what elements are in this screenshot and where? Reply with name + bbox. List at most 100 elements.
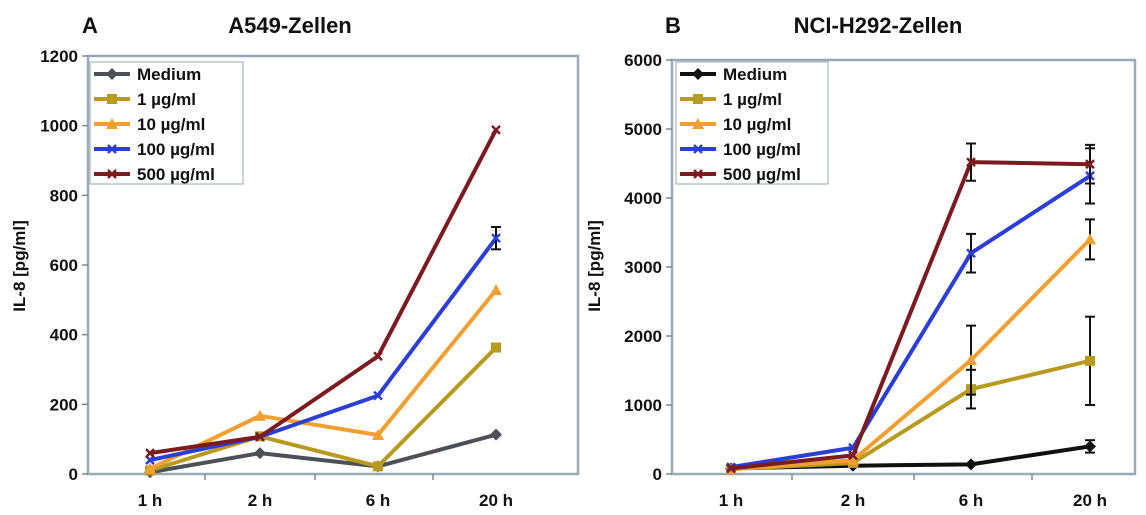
data-point-500-ug-ml <box>1085 159 1095 170</box>
series-100-ug-ml <box>145 226 501 465</box>
legend-label: 1 µg/ml <box>723 90 782 109</box>
legend-marker-stroke <box>107 144 117 154</box>
legend: Medium 1 µg/ml 10 µg/ml 100 µg/ml 500 µg/ml <box>675 61 829 185</box>
series-500-ug-ml <box>726 142 1095 474</box>
data-point-medium <box>1084 440 1096 453</box>
x-tick-label: 6 h <box>366 491 391 510</box>
data-point-medium <box>965 458 977 471</box>
panel-label: B <box>665 13 681 38</box>
series-10-ug-ml <box>144 284 502 474</box>
series-layer <box>725 142 1096 475</box>
data-point-100-ug-ml-stroke <box>966 248 976 259</box>
legend-marker-stroke <box>693 144 703 154</box>
data-point-medium <box>254 447 266 460</box>
data-point-10-ug-ml <box>490 284 502 296</box>
data-point-100-ug-ml-stroke <box>373 390 383 401</box>
data-point-500-ug-ml <box>145 448 155 458</box>
legend-label: 10 µg/ml <box>137 115 205 134</box>
series-line-10-ug-ml <box>730 237 1092 472</box>
y-tick-label: 600 <box>50 256 78 275</box>
legend-item: 1 µg/ml <box>94 90 196 109</box>
series-1-ug-ml <box>726 315 1095 475</box>
series-layer <box>144 124 502 479</box>
legend-item: 100 µg/ml <box>680 140 801 159</box>
legend-item: Medium <box>680 65 787 84</box>
legend-marker <box>692 118 704 129</box>
legend-marker <box>107 144 117 154</box>
data-point-500-ug-ml <box>966 157 976 168</box>
legend-marker <box>106 118 118 129</box>
data-point-100-ug-ml-stroke <box>491 233 501 244</box>
data-point-100-ug-ml <box>373 390 383 401</box>
y-tick-label: 5000 <box>624 120 662 139</box>
series-500-ug-ml <box>145 124 501 458</box>
x-tick-label: 2 h <box>841 491 866 510</box>
data-point-1-ug-ml <box>491 342 501 353</box>
y-tick-label: 0 <box>653 465 662 484</box>
data-point-500-ug-ml <box>491 124 501 135</box>
data-point-100-ug-ml <box>491 233 501 244</box>
legend-marker <box>693 144 703 154</box>
legend-label: 10 µg/ml <box>723 115 791 134</box>
chart-title: NCI-H292-Zellen <box>794 13 963 38</box>
data-point-500-ug-ml <box>848 450 858 461</box>
legend-item: Medium <box>94 65 201 84</box>
series-line-100-ug-ml <box>149 236 498 463</box>
data-point-500-ug-ml-stroke <box>848 450 858 461</box>
x-tick-label: 1 h <box>138 491 163 510</box>
series-line-1-ug-ml <box>149 346 498 473</box>
legend-marker <box>106 68 118 80</box>
legend-label: 100 µg/ml <box>137 140 215 159</box>
data-point-10-ug-ml <box>372 428 384 440</box>
y-tick-label: 4000 <box>624 189 662 208</box>
legend-item: 500 µg/ml <box>94 165 215 184</box>
data-point-500-ug-ml-stroke <box>966 157 976 168</box>
legend-label: 500 µg/ml <box>723 165 801 184</box>
data-point-10-ug-ml <box>1084 233 1096 245</box>
data-point-100-ug-ml <box>966 248 976 259</box>
data-point-1-ug-ml <box>373 461 383 472</box>
series-line-10-ug-ml <box>149 288 498 471</box>
series-line-500-ug-ml <box>730 160 1091 471</box>
legend-item: 1 µg/ml <box>680 90 782 109</box>
legend-label: 1 µg/ml <box>137 90 196 109</box>
x-tick-label: 2 h <box>248 491 273 510</box>
y-axis-label: IL-8 [pg/ml] <box>10 220 29 312</box>
x-tick-label: 20 h <box>1073 491 1107 510</box>
legend: Medium 1 µg/ml 10 µg/ml 100 µg/ml 500 µg/ml <box>89 61 244 185</box>
legend-marker-stroke <box>107 169 117 179</box>
data-point-500-ug-ml-stroke <box>255 431 265 442</box>
data-point-500-ug-ml <box>255 431 265 442</box>
x-tick-label: 6 h <box>959 491 984 510</box>
chart-panel-b: B NCI-H292-Zellen IL-8 [pg/ml] 0 1000 2000… <box>585 13 1137 510</box>
y-tick-label: 1000 <box>40 117 78 136</box>
y-tick-label: 1000 <box>624 396 662 415</box>
data-point-500-ug-ml-stroke <box>491 124 501 135</box>
data-point-10-ug-ml <box>144 462 156 474</box>
panel-label: A <box>82 13 98 38</box>
x-tick-label: 20 h <box>479 491 513 510</box>
data-point-medium <box>490 428 502 441</box>
data-point-500-ug-ml <box>373 351 383 362</box>
chart-title: A549-Zellen <box>228 13 352 38</box>
y-tick-label: 400 <box>50 326 78 345</box>
data-point-500-ug-ml <box>726 463 736 474</box>
y-tick-label: 0 <box>69 465 78 484</box>
data-point-500-ug-ml-stroke <box>1085 159 1095 170</box>
series-1-ug-ml <box>145 342 501 476</box>
series-line-medium <box>149 432 497 475</box>
legend-label: Medium <box>137 65 201 84</box>
chart-panel-a: A A549-Zellen IL-8 [pg/ml] 0 200 400 600 800… <box>10 13 580 510</box>
data-point-10-ug-ml <box>965 354 977 366</box>
data-point-10-ug-ml <box>254 409 266 421</box>
plot-area: 0 200 400 600 800 1000 1200 1 h 2 h 6 h 20 h <box>40 47 580 510</box>
y-tick-label: 200 <box>50 395 78 414</box>
legend-marker <box>693 94 703 104</box>
data-point-500-ug-ml-stroke <box>145 448 155 458</box>
legend-item: 500 µg/ml <box>680 165 801 184</box>
legend-label: Medium <box>723 65 787 84</box>
legend-item: 10 µg/ml <box>680 115 791 134</box>
y-tick-label: 3000 <box>624 258 662 277</box>
series-line-500-ug-ml <box>149 128 498 456</box>
